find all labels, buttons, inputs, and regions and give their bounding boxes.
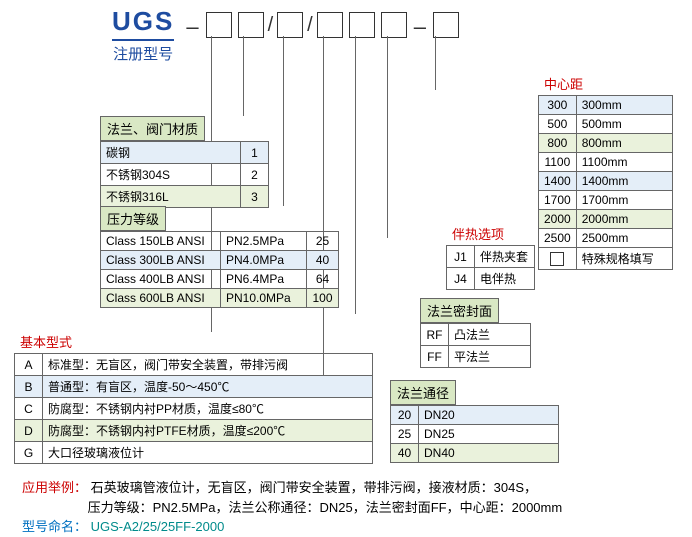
- slot-material: [238, 12, 264, 38]
- slash: /: [268, 14, 274, 37]
- heat-title: 伴热选项: [446, 222, 510, 245]
- basic-table: A标准型：无盲区，阀门带安全装置，带排污阀B普通型：有盲区，温度-50～450℃…: [14, 353, 373, 464]
- model-code-header: UGS 注册型号 – / / –: [0, 0, 692, 64]
- section-center: 中心距 300300mm500500mm800800mm11001100mm14…: [538, 72, 673, 270]
- material-title: 法兰、阀门材质: [100, 116, 205, 141]
- connector: [243, 36, 244, 116]
- pressure-title: 压力等级: [100, 206, 166, 231]
- dash: –: [186, 14, 198, 40]
- section-pressure: 压力等级 Class 150LB ANSIPN2.5MPa25Class 300…: [100, 206, 339, 308]
- connector: [355, 36, 356, 314]
- material-table: 碳钢1不锈钢304S2不锈钢316L3: [100, 141, 269, 208]
- product-code-sub: 注册型号: [112, 39, 174, 64]
- connector: [387, 36, 388, 238]
- dash: –: [414, 14, 426, 40]
- model-name-label: 型号命名：: [22, 519, 87, 534]
- connector: [435, 36, 436, 90]
- seal-table: RF凸法兰FF平法兰: [420, 323, 531, 368]
- slot-dn: [317, 12, 343, 38]
- section-seal: 法兰密封面 RF凸法兰FF平法兰: [420, 298, 531, 368]
- slot-heat: [381, 12, 407, 38]
- section-heat: 伴热选项 J1伴热夹套J4电伴热: [446, 222, 535, 290]
- product-code: UGS: [112, 6, 174, 37]
- example-line2: 压力等级：PN2.5MPa，法兰公称通径：DN25，法兰密封面FF，中心距：20…: [88, 500, 563, 515]
- pressure-table: Class 150LB ANSIPN2.5MPa25Class 300LB AN…: [100, 231, 339, 308]
- section-basic: 基本型式 A标准型：无盲区，阀门带安全装置，带排污阀B普通型：有盲区，温度-50…: [14, 330, 373, 464]
- connector: [283, 36, 284, 206]
- example-block: 应用举例： 石英玻璃管液位计，无盲区，阀门带安全装置，带排污阀，接液材质：304…: [22, 478, 672, 537]
- example-line1: 石英玻璃管液位计，无盲区，阀门带安全装置，带排污阀，接液材质：304S，: [91, 480, 537, 495]
- dn-table: 20DN2025DN2540DN40: [390, 405, 559, 463]
- slot-seal: [349, 12, 375, 38]
- section-dn: 法兰通径 20DN2025DN2540DN40: [390, 380, 559, 463]
- slot-center: [433, 12, 459, 38]
- center-title: 中心距: [538, 72, 589, 95]
- slash: /: [307, 14, 313, 37]
- model-name-value: UGS-A2/25/25FF-2000: [91, 519, 225, 534]
- center-table: 300300mm500500mm800800mm11001100mm140014…: [538, 95, 673, 270]
- section-material: 法兰、阀门材质 碳钢1不锈钢304S2不锈钢316L3: [100, 116, 269, 208]
- example-label: 应用举例：: [22, 480, 87, 495]
- seal-title: 法兰密封面: [420, 298, 499, 323]
- basic-title: 基本型式: [14, 330, 78, 353]
- slot-basic: [206, 12, 232, 38]
- dn-title: 法兰通径: [390, 380, 456, 405]
- heat-table: J1伴热夹套J4电伴热: [446, 245, 535, 290]
- slot-pressure: [277, 12, 303, 38]
